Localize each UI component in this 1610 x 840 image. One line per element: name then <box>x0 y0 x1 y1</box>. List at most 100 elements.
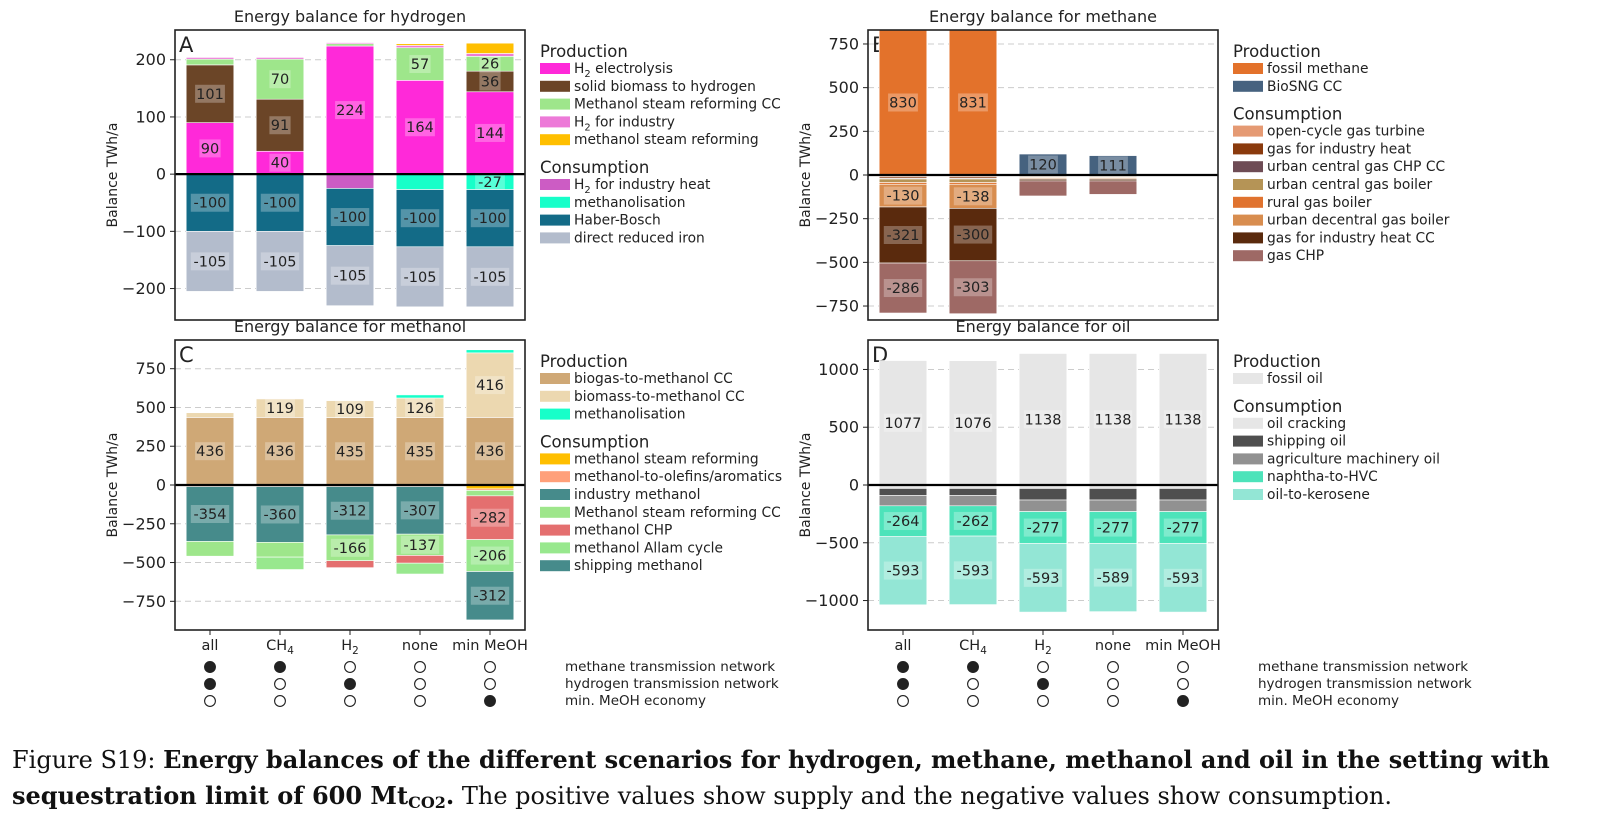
data-label-bg <box>475 442 505 461</box>
data-label: -100 <box>404 211 437 227</box>
scenario-dot-filled <box>484 695 496 707</box>
legend-label: fossil methane <box>1267 61 1369 77</box>
legend-label: methanol Allam cycle <box>574 540 723 556</box>
data-label: -137 <box>404 538 437 554</box>
y-axis-label: Balance TWh/a <box>798 433 814 538</box>
legend-label: methanolisation <box>574 407 685 423</box>
scenario-dot-filled <box>897 678 909 690</box>
legend-swatch <box>540 179 570 190</box>
data-label: -593 <box>1167 571 1200 587</box>
data-label: -589 <box>1097 571 1130 587</box>
legend-label: direct reduced iron <box>574 230 705 246</box>
bar-segment <box>325 173 375 189</box>
bar-segment <box>255 173 305 232</box>
figure-caption: Figure S19: Energy balances of the diffe… <box>12 742 1602 814</box>
data-label-bg <box>405 118 435 137</box>
bar-segment <box>255 231 305 292</box>
bar-segment <box>325 486 375 536</box>
scenario-row-label: methane transmission network <box>1258 659 1468 675</box>
data-label: -593 <box>887 564 920 580</box>
legend-swatch <box>1233 489 1263 500</box>
x-tick-label: CH4 <box>266 638 294 657</box>
bar-segment <box>185 231 235 292</box>
bar-segment <box>948 535 998 605</box>
data-label-bg <box>470 586 510 605</box>
data-label: 40 <box>271 156 289 172</box>
bar-segment <box>465 495 515 540</box>
data-label: -321 <box>887 228 920 244</box>
bar-segment <box>948 178 998 183</box>
data-label-bg <box>400 267 440 286</box>
legend-label: gas for industry heat <box>1267 141 1412 157</box>
bar-segment <box>1158 543 1208 613</box>
scenario-dot-empty <box>484 678 496 690</box>
data-label: -277 <box>1097 521 1130 537</box>
scenario-dot-empty <box>344 661 356 673</box>
data-label: -262 <box>957 514 990 530</box>
data-label-bg <box>475 123 505 142</box>
legend-swatch <box>1233 63 1263 74</box>
legend-swatch <box>1233 80 1263 92</box>
legend-header: Consumption <box>1233 397 1342 416</box>
bar-segment <box>465 189 515 248</box>
chart-panel-D: Energy balance for oilD10005000−500−1000… <box>798 317 1472 709</box>
bar-segment <box>878 488 928 496</box>
legend-swatch <box>540 408 570 420</box>
data-label-bg <box>883 561 923 580</box>
data-label-bg <box>475 376 505 395</box>
data-label-bg <box>269 116 291 135</box>
panel-letter: A <box>179 33 194 57</box>
scenario-row-label: min. MeOH economy <box>565 693 706 709</box>
data-label: 70 <box>271 72 289 88</box>
bar-segment <box>395 394 445 399</box>
y-tick-label: 750 <box>828 34 859 53</box>
scenario-dot-empty <box>274 678 286 690</box>
legend-header: Consumption <box>540 432 649 451</box>
bar-segment <box>1088 543 1138 612</box>
y-tick-label: 200 <box>135 50 166 69</box>
y-tick-label: 500 <box>135 398 166 417</box>
y-tick-label: 500 <box>828 418 859 437</box>
bar-segment <box>465 246 515 308</box>
scenario-dot-filled <box>204 678 216 690</box>
data-label-bg <box>1023 568 1063 587</box>
bar-segment <box>878 495 928 507</box>
legend-swatch <box>1233 471 1263 483</box>
legend-label: rural gas boiler <box>1267 195 1372 211</box>
bar-segment <box>395 47 445 81</box>
y-tick-label: 1000 <box>818 360 859 379</box>
data-label-bg <box>400 501 440 520</box>
bar-segment <box>395 555 445 564</box>
data-label-bg <box>265 399 295 418</box>
legend-swatch <box>540 506 570 518</box>
bar-segment <box>395 80 445 175</box>
panel-letter: C <box>179 343 194 367</box>
data-label: 90 <box>201 141 219 157</box>
data-label-bg <box>330 208 370 227</box>
x-tick-label: H2 <box>341 638 359 657</box>
bar-segment <box>465 571 515 621</box>
scenario-dot-empty <box>274 695 286 707</box>
data-label: 111 <box>1099 158 1127 174</box>
data-label: -105 <box>264 254 297 270</box>
bar-segment <box>185 486 235 542</box>
bar-segment <box>948 505 998 537</box>
legend-swatch <box>540 63 570 74</box>
caption-label: Figure S19: <box>12 746 156 774</box>
data-label-bg <box>190 505 230 523</box>
scenario-dot-empty <box>1177 661 1189 673</box>
data-label: 126 <box>406 401 434 417</box>
legend-swatch <box>540 524 570 536</box>
scenario-dot-filled <box>1177 695 1189 707</box>
data-label: -282 <box>474 511 507 527</box>
caption-rest: The positive values show supply and the … <box>454 782 1392 810</box>
data-label-bg <box>470 267 510 286</box>
scenario-dot-empty <box>484 661 496 673</box>
scenario-dot-empty <box>414 695 426 707</box>
y-tick-label: −1000 <box>805 591 859 610</box>
scenario-dot-empty <box>1107 695 1119 707</box>
bar-segment <box>255 398 305 418</box>
data-label: 436 <box>266 444 294 460</box>
caption-bold-subscript: CO2 <box>408 793 446 812</box>
legend-label: shipping methanol <box>574 558 703 574</box>
